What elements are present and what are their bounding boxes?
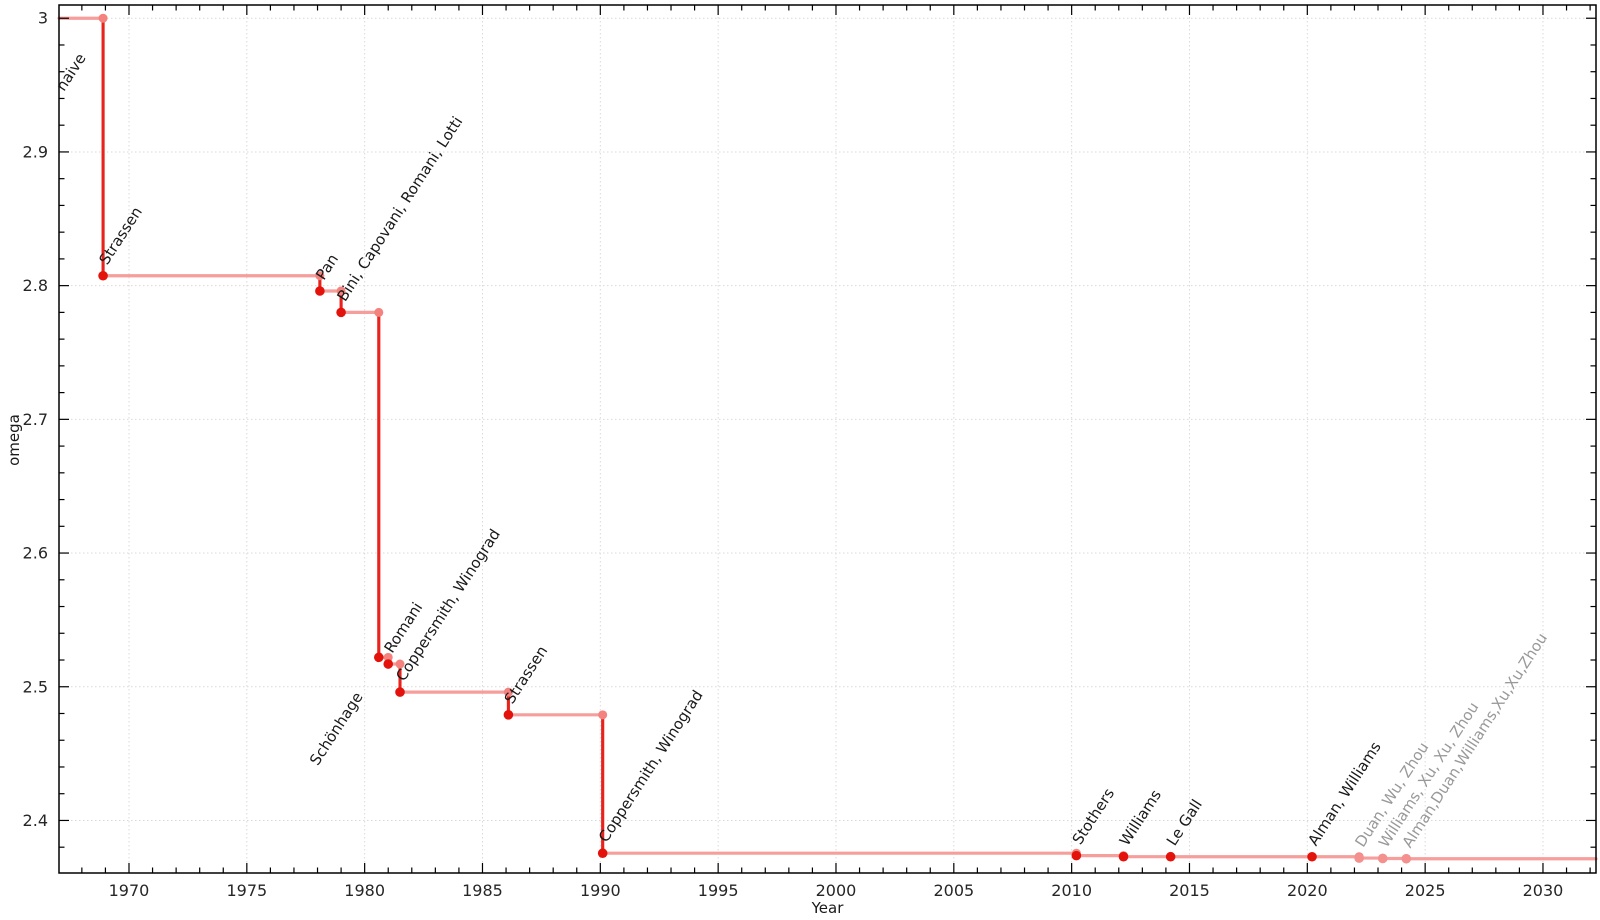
- x-tick-label: 2025: [1405, 881, 1446, 900]
- event-label: Le Gall: [1163, 796, 1206, 849]
- event-marker: [336, 307, 346, 318]
- event-marker: [315, 286, 325, 296]
- event-label: Stothers: [1069, 785, 1119, 848]
- corner-marker: [336, 286, 346, 296]
- x-tick-label: 1970: [109, 881, 150, 900]
- x-tick-label: 1990: [580, 881, 621, 900]
- y-axis-title: omega: [5, 414, 23, 466]
- x-tick-label: 2015: [1169, 881, 1210, 900]
- event-marker: [395, 687, 405, 697]
- tick-labels: 1970 1975 1980 1985 1990 1995 2000 2005 2010 2015…: [23, 9, 1564, 900]
- corner-marker: [503, 687, 513, 697]
- x-tick-label: 1985: [462, 881, 503, 900]
- y-tick-label: 2.9: [23, 142, 48, 161]
- event-marker: [1165, 851, 1176, 862]
- event-marker: [98, 270, 108, 281]
- corner-marker: [315, 271, 325, 281]
- drop-lines: [101, 18, 1408, 859]
- y-tick-label: 2.4: [23, 811, 48, 830]
- x-tick-label: 2030: [1523, 881, 1564, 900]
- event-markers: [98, 270, 1412, 864]
- event-marker: [1354, 853, 1364, 863]
- event-label: Schönhage: [306, 689, 367, 769]
- x-tick-label: 1980: [344, 881, 385, 900]
- grid: [59, 5, 1596, 873]
- corner-marker: [598, 710, 608, 720]
- event-marker: [1071, 850, 1082, 861]
- event-marker: [1401, 853, 1412, 864]
- corner-markers: [98, 13, 1411, 863]
- event-marker: [597, 848, 608, 859]
- event-label: Williams, Xu, Xu, Zhou: [1375, 699, 1482, 851]
- event-marker: [1377, 853, 1388, 864]
- event-marker: [1307, 851, 1317, 862]
- x-axis-title: Year: [811, 899, 844, 917]
- event-label: Williams: [1116, 786, 1165, 849]
- corner-marker: [383, 652, 393, 662]
- y-tick-label: 2.6: [23, 544, 48, 563]
- event-label: Strassen: [501, 643, 552, 707]
- event-label: Bini, Capovani, Romani, Lotti: [333, 113, 466, 304]
- corner-marker: [98, 13, 108, 23]
- event-marker: [503, 710, 514, 720]
- y-tick-label: 2.8: [23, 276, 48, 295]
- x-tick-label: 2005: [933, 881, 974, 900]
- event-label: naive: [52, 50, 89, 94]
- corner-marker: [374, 307, 384, 317]
- event-marker: [1118, 851, 1129, 862]
- corner-marker: [395, 659, 405, 669]
- x-tick-label: 2020: [1287, 881, 1328, 900]
- event-marker: [373, 652, 384, 663]
- y-tick-label: 2.7: [23, 410, 48, 429]
- y-tick-label: 3: [38, 9, 48, 28]
- event-label: Coppersmith, Winograd: [595, 687, 707, 846]
- x-tick-label: 2010: [1051, 881, 1092, 900]
- y-tick-label: 2.5: [23, 677, 48, 696]
- x-tick-label: 1995: [698, 881, 739, 900]
- axes: [58, 4, 1597, 874]
- step-line: [57, 16, 1598, 861]
- x-tick-label: 1975: [226, 881, 267, 900]
- event-label: Alman,Duan,Williams,Xu,Xu,Zhou: [1399, 630, 1551, 851]
- event-marker: [383, 659, 394, 669]
- x-tick-label: 2000: [816, 881, 857, 900]
